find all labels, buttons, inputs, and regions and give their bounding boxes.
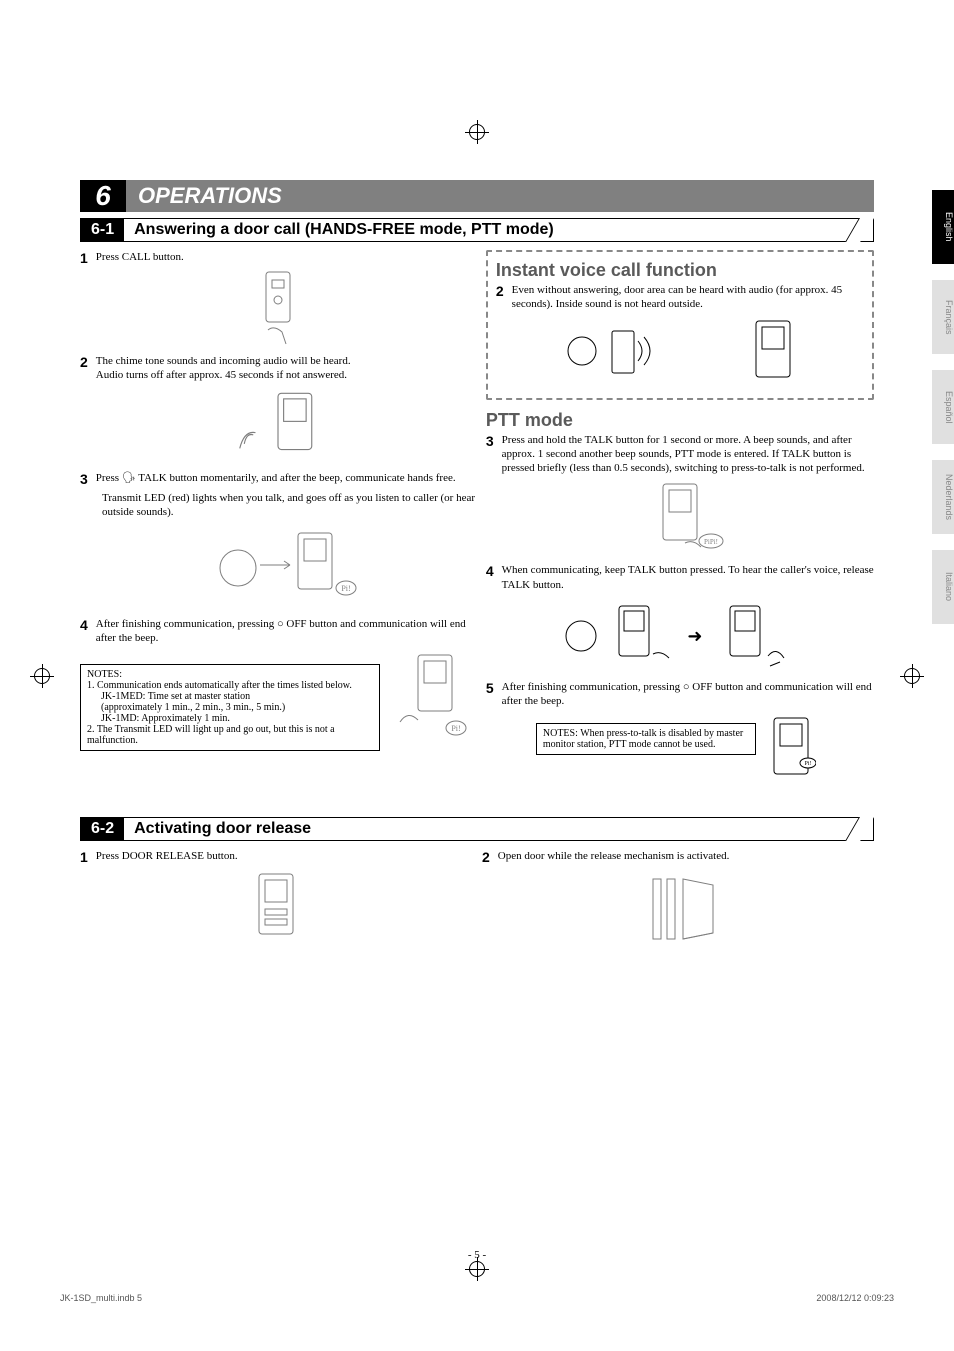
footer-left: JK-1SD_multi.indb 5 bbox=[60, 1293, 142, 1303]
svg-text:Pi!: Pi! bbox=[451, 724, 460, 733]
crop-mark-left bbox=[30, 664, 54, 688]
step-2b-text: Audio turns off after approx. 45 seconds… bbox=[96, 369, 347, 381]
ptt-mode-title: PTT mode bbox=[486, 410, 874, 431]
step-number: 4 bbox=[80, 617, 88, 646]
talk-icon: 🗣 bbox=[122, 472, 136, 484]
notes-1c: JK-1MD: Approximately 1 min. bbox=[87, 713, 373, 724]
ptt-note-box: NOTES: When press-to-talk is disabled by… bbox=[536, 723, 756, 755]
step-number: 3 bbox=[486, 433, 494, 476]
crop-mark-right bbox=[900, 664, 924, 688]
notes-1b: (approximately 1 min., 2 min., 3 min., 5… bbox=[87, 702, 373, 713]
lang-tab-francais: Français bbox=[932, 280, 954, 354]
step-number: 5 bbox=[486, 680, 494, 709]
notes-1: 1. Communication ends automatically afte… bbox=[87, 680, 373, 691]
section-6-2-bar: 6-2 Activating door release bbox=[80, 817, 874, 841]
left-column: 1 Press CALL button. 2 The chime tone so… bbox=[80, 250, 476, 783]
notes-2: 2. The Transmit LED will light up and go… bbox=[87, 724, 373, 746]
lang-tab-english: English bbox=[932, 190, 954, 264]
illustration-ptt-end: Pi! bbox=[766, 713, 816, 783]
section-6-2-title: Activating door release bbox=[124, 818, 873, 840]
sec62-left: 1 Press DOOR RELEASE button. bbox=[80, 849, 472, 963]
svg-text:Pi!: Pi! bbox=[804, 761, 811, 767]
illustration-talk: Pi! bbox=[198, 523, 358, 613]
section-6-1-bar: 6-1 Answering a door call (HANDS-FREE mo… bbox=[80, 218, 874, 242]
illustration-door-open bbox=[633, 869, 723, 949]
ptt-step-4: When communicating, keep TALK button pre… bbox=[502, 563, 874, 592]
lang-tab-italiano: Italiano bbox=[932, 550, 954, 624]
step-number: 2 bbox=[482, 849, 490, 865]
instant-step-2: Even without answering, door area can be… bbox=[512, 283, 864, 312]
illustration-ptt-hold: PiPi! bbox=[635, 479, 725, 559]
illustration-monitor-chime bbox=[233, 387, 323, 467]
instant-voice-box: Instant voice call function 2 Even witho… bbox=[486, 250, 874, 400]
illustration-door-release-btn bbox=[241, 869, 311, 959]
ptt-step-3: Press and hold the TALK button for 1 sec… bbox=[502, 433, 874, 476]
chapter-number: 6 bbox=[80, 180, 126, 212]
right-column: Instant voice call function 2 Even witho… bbox=[486, 250, 874, 783]
section-6-1-number: 6-1 bbox=[81, 219, 124, 241]
illustration-off: Pi! bbox=[388, 650, 468, 740]
lang-tab-nederlands: Nederlands bbox=[932, 460, 954, 534]
lang-tab-espanol: Español bbox=[932, 370, 954, 444]
sec62-step-2: Open door while the release mechanism is… bbox=[498, 849, 874, 865]
instant-voice-title: Instant voice call function bbox=[496, 260, 864, 281]
step-number: 2 bbox=[80, 354, 88, 383]
page-number: - 5 - bbox=[468, 1249, 486, 1261]
illustration-door-audio bbox=[562, 321, 692, 381]
step-3c-text: Transmit LED (red) lights when you talk,… bbox=[102, 491, 476, 520]
step-4a-text: After finishing communication, pressing bbox=[96, 618, 277, 630]
step-number: 3 bbox=[80, 471, 88, 487]
illustration-monitor-small bbox=[748, 316, 798, 386]
ptt-step-5a: After finishing communication, pressing bbox=[502, 681, 683, 693]
section-6-2-number: 6-2 bbox=[81, 818, 124, 840]
svg-text:PiPi!: PiPi! bbox=[704, 538, 718, 546]
step-number: 4 bbox=[486, 563, 494, 592]
notes-label: NOTES: bbox=[87, 669, 373, 680]
sec62-step-1: Press DOOR RELEASE button. bbox=[96, 849, 472, 865]
step-2-text: The chime tone sounds and incoming audio… bbox=[96, 355, 351, 367]
section-6-1-title: Answering a door call (HANDS-FREE mode, … bbox=[124, 219, 873, 241]
step-number: 1 bbox=[80, 849, 88, 865]
ptt-note-label: NOTES: bbox=[543, 728, 578, 739]
footer-right: 2008/12/12 0:09:23 bbox=[816, 1293, 894, 1303]
crop-mark-top bbox=[465, 120, 489, 144]
page-content: 6 OPERATIONS 6-1 Answering a door call (… bbox=[80, 180, 874, 963]
illustration-ptt-release bbox=[710, 596, 800, 676]
svg-text:Pi!: Pi! bbox=[341, 584, 350, 593]
sec62-right: 2 Open door while the release mechanism … bbox=[482, 849, 874, 963]
off-icon: ○ bbox=[277, 618, 284, 630]
step-number: 2 bbox=[496, 283, 504, 312]
step-number: 1 bbox=[80, 250, 88, 266]
chapter-title: OPERATIONS bbox=[126, 180, 874, 212]
illustration-door-station bbox=[243, 270, 313, 350]
notes-1a: JK-1MED: Time set at master station bbox=[87, 691, 373, 702]
notes-box: NOTES: 1. Communication ends automatical… bbox=[80, 664, 380, 751]
chapter-bar: 6 OPERATIONS bbox=[80, 180, 874, 212]
illustration-ptt-keep bbox=[559, 596, 679, 676]
step-1-text: Press CALL button. bbox=[96, 250, 476, 266]
step-3b-text: TALK button momentarily, and after the b… bbox=[136, 472, 456, 484]
off-icon: ○ bbox=[683, 681, 690, 693]
arrow-icon: ➜ bbox=[687, 626, 702, 647]
step-3a-text: Press bbox=[96, 472, 122, 484]
